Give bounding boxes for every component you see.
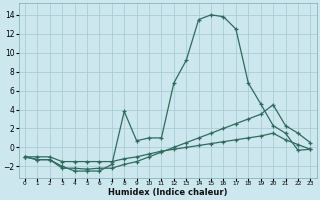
X-axis label: Humidex (Indice chaleur): Humidex (Indice chaleur) — [108, 188, 228, 197]
